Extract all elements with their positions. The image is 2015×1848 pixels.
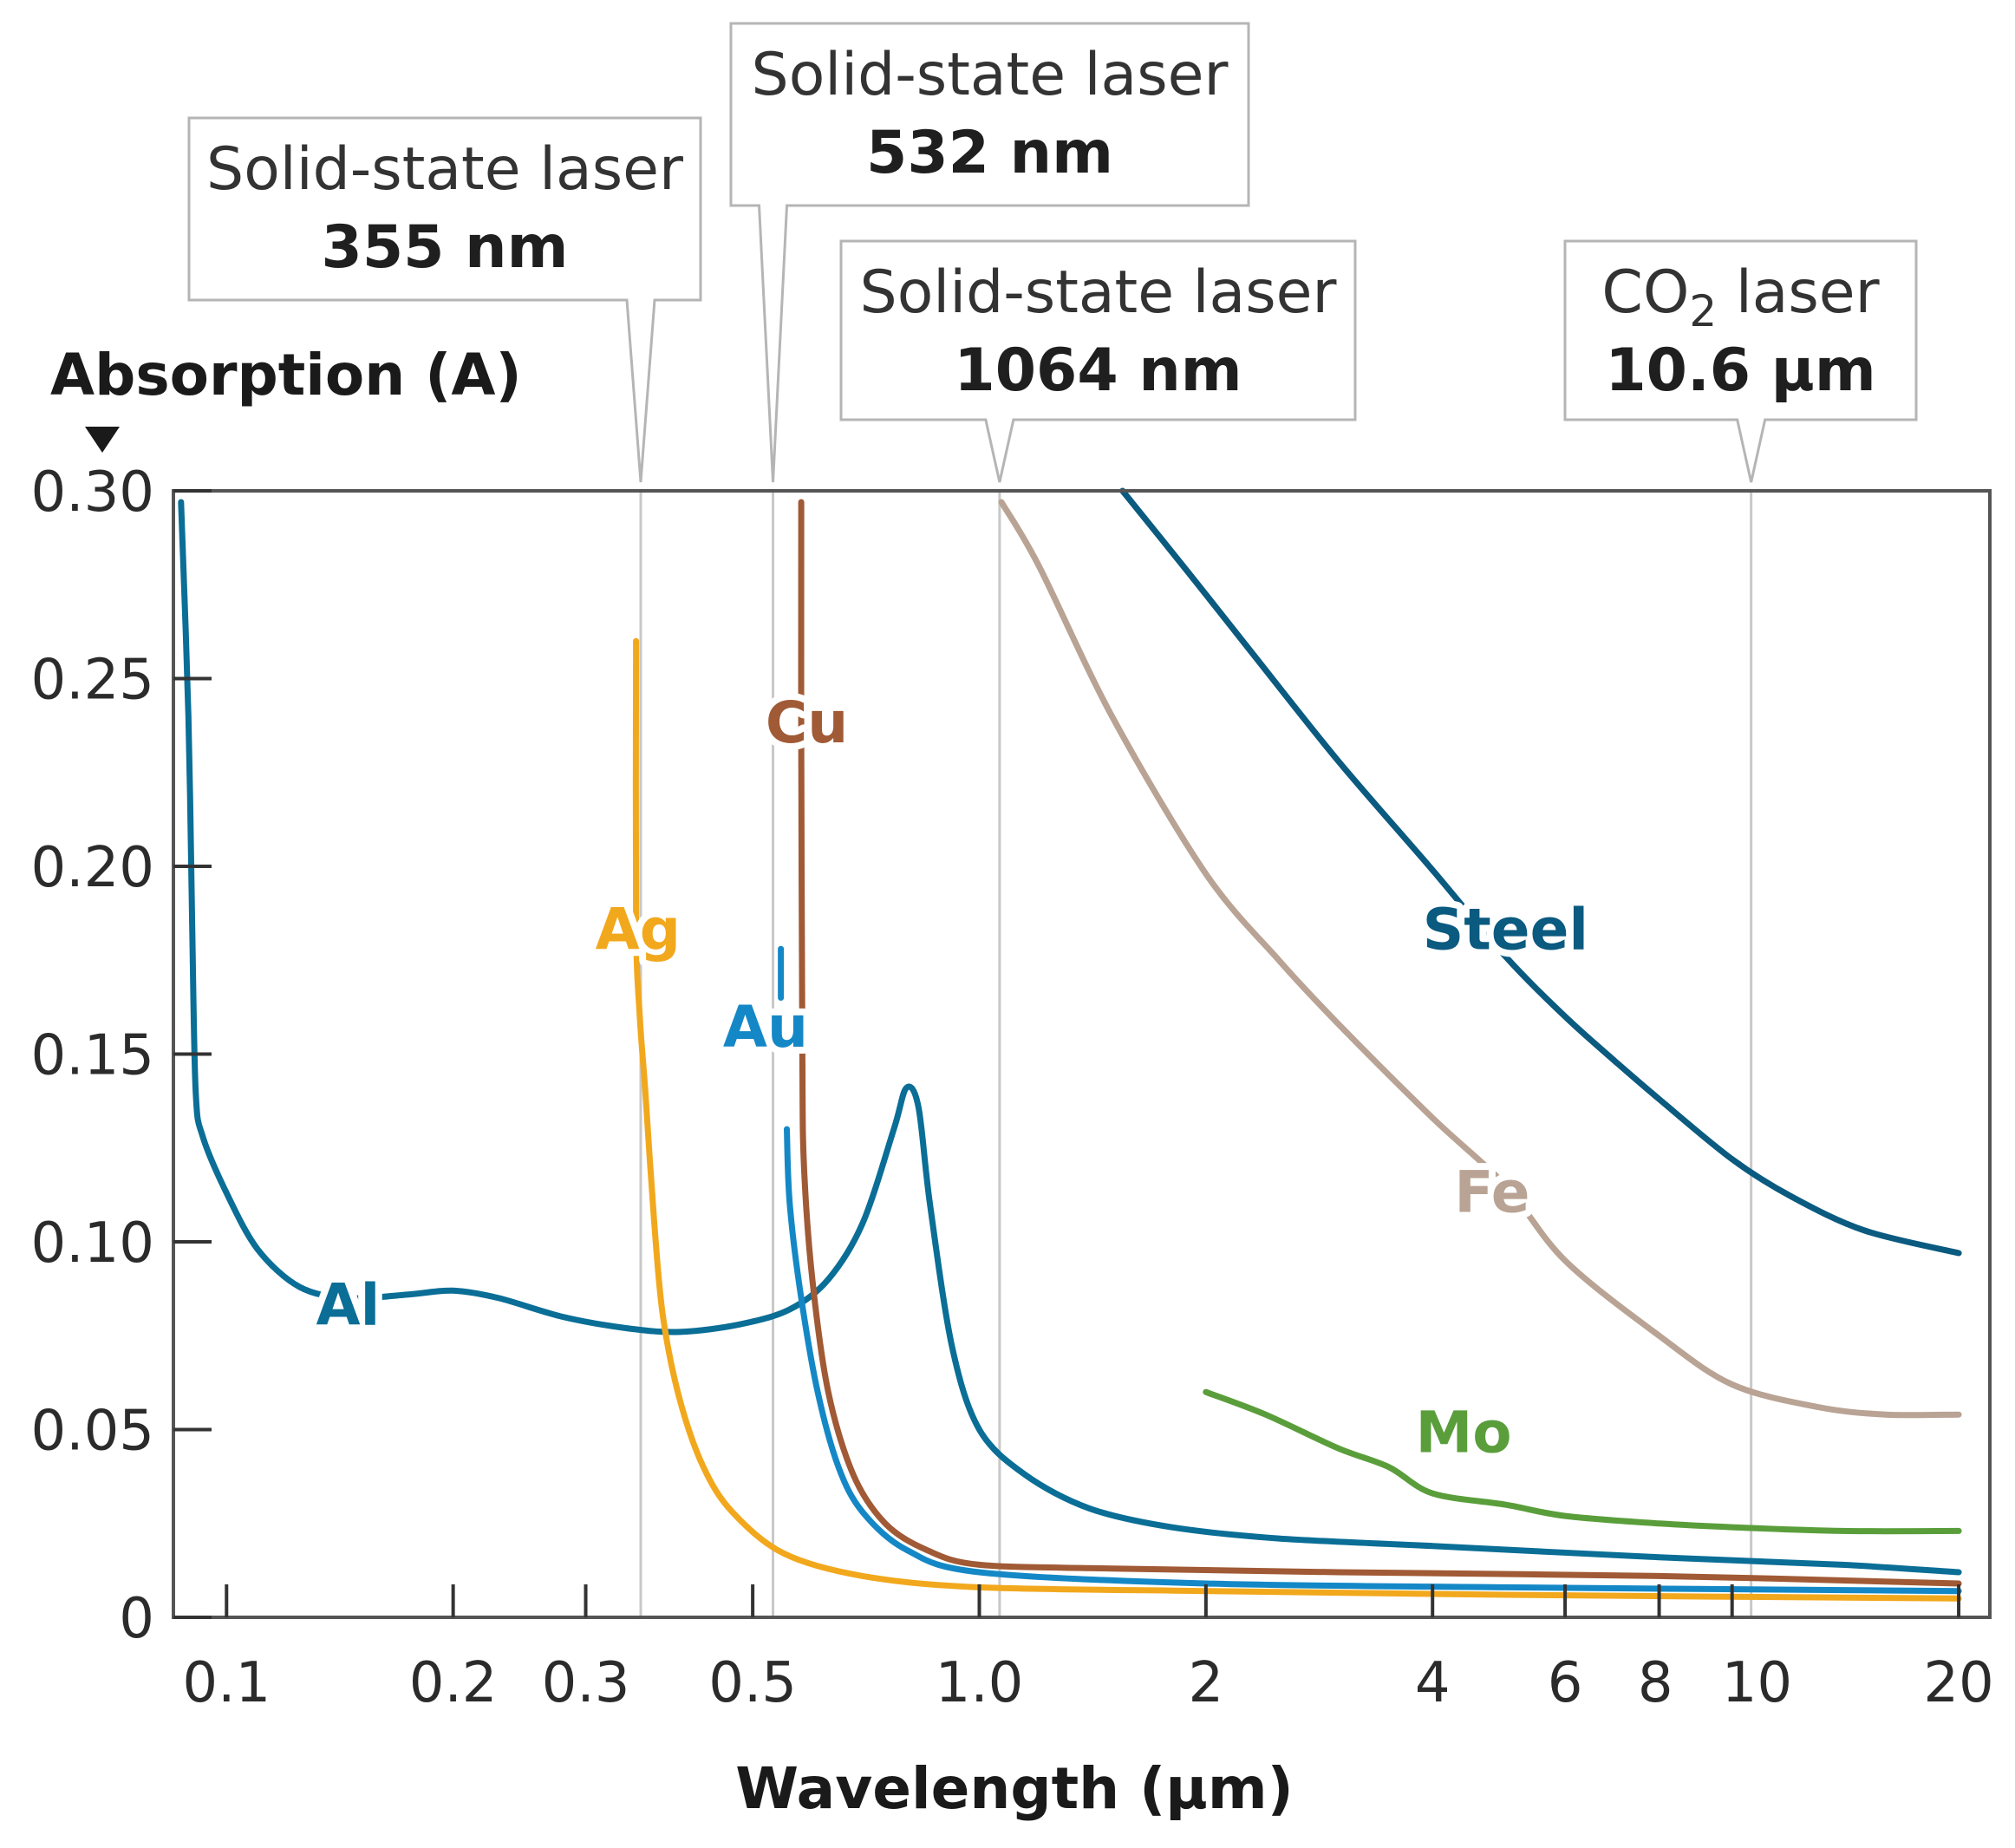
series-label-halo: Mo: [1416, 1399, 1512, 1466]
series-label-ag: Ag: [596, 896, 681, 963]
y-axis-arrow-icon: [85, 427, 120, 453]
series-line-cu: [798, 499, 1962, 1587]
x-tick-label: 1.0: [936, 1651, 1024, 1715]
series-label-halo: Cu: [766, 689, 848, 756]
laser-callout-2: Solid-state laser 1064 nm: [839, 239, 1357, 483]
x-tick-label: 8: [1638, 1651, 1673, 1715]
series-label-steel: Steel: [1423, 896, 1588, 963]
x-tick-label: 0.3: [542, 1651, 630, 1715]
series-label-halo: Au: [723, 994, 808, 1061]
x-tick-label: 2: [1188, 1651, 1223, 1715]
x-tick-label: 6: [1548, 1651, 1583, 1715]
callout-box: [187, 116, 702, 483]
series-label-cu: Cu: [766, 689, 848, 756]
series-line-au: [784, 1126, 1962, 1595]
callout-box: [1563, 239, 1918, 483]
series-line-mo: [1203, 1388, 1962, 1535]
callout-title: Solid-state laser: [206, 135, 683, 204]
x-tick-label: 10: [1722, 1651, 1792, 1715]
callout-title: Solid-state laser: [752, 41, 1229, 109]
y-tick-label: 0.10: [31, 1211, 155, 1276]
series-label-mo: Mo: [1416, 1399, 1512, 1466]
series-label-halo: Al: [316, 1271, 381, 1338]
x-axis: 0.1 0.2 0.3 0.5 1.0 2 4 6 8 10 20: [182, 1584, 1994, 1715]
y-tick-label: 0.30: [31, 460, 155, 525]
x-tick-label: 20: [1923, 1651, 1993, 1715]
series-label-halo: Fe: [1454, 1159, 1529, 1225]
x-tick-label: 0.2: [409, 1651, 498, 1715]
x-tick-label: 0.1: [182, 1651, 271, 1715]
series-label-au: Au: [723, 994, 808, 1061]
series-label-halo: Steel: [1423, 896, 1588, 963]
series-line-al: [178, 499, 1962, 1576]
series-label-halo: Ag: [596, 896, 681, 963]
series-label-fe: Fe: [1454, 1159, 1529, 1225]
x-tick-label: 0.5: [708, 1651, 797, 1715]
callout-wavelength: 532 nm: [866, 119, 1113, 187]
laser-callout-1: Solid-state laser 532 nm: [729, 22, 1250, 483]
y-tick-label: 0.15: [31, 1024, 155, 1088]
y-axis-title: Absorption (A): [50, 342, 522, 408]
callout-title: Solid-state laser: [860, 258, 1337, 327]
callout-box: [729, 22, 1250, 483]
laser-callout-0: Solid-state laser 355 nm: [187, 116, 702, 483]
y-tick-label: 0.05: [31, 1400, 155, 1464]
y-tick-label: 0: [119, 1587, 154, 1651]
callout-wavelength: 10.6 µm: [1605, 336, 1875, 405]
y-tick-label: 0.20: [31, 836, 155, 900]
series-label-al: Al: [316, 1271, 381, 1338]
y-axis: 0 0.05 0.10 0.15 0.20 0.25 0.30: [31, 460, 212, 1651]
series-line-ag: [632, 637, 1962, 1602]
callout-wavelength: 355 nm: [322, 213, 569, 282]
series-line-steel: [1119, 487, 1962, 1257]
callout-title: CO2 laser: [1601, 258, 1879, 336]
y-tick-label: 0.25: [31, 649, 155, 713]
x-tick-label: 4: [1415, 1651, 1451, 1715]
callout-box: [839, 239, 1357, 483]
x-axis-title: Wavelength (µm): [735, 1755, 1294, 1822]
callout-wavelength: 1064 nm: [954, 336, 1242, 405]
series-line-fe: [998, 499, 1962, 1419]
series-layer: [178, 487, 1962, 1602]
